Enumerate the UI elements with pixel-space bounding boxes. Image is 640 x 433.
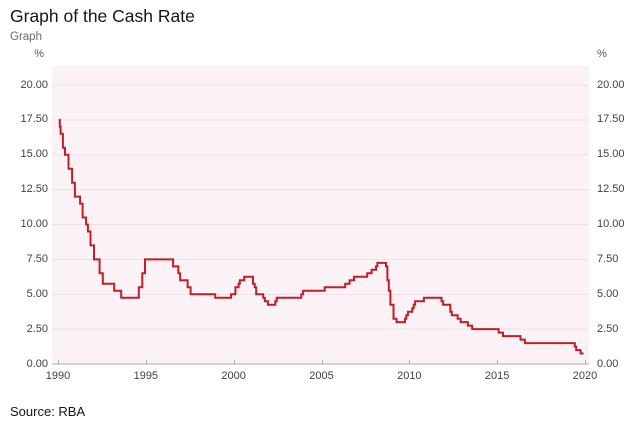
x-axis-tick-label: 2005 — [309, 370, 334, 382]
gridlines — [52, 84, 589, 365]
x-axis-tick-label: 1995 — [133, 370, 159, 382]
y-axis-tick-label-right: 2.50 — [597, 322, 619, 335]
source-note: Source: RBA — [10, 404, 86, 419]
y-axis-tick-label-left: 17.50 — [20, 113, 48, 126]
y-axis-tick-label-left: 2.50 — [26, 322, 48, 335]
x-axis-tick-label: 2000 — [221, 370, 246, 382]
y-axis-tick-label-right: 10.00 — [597, 218, 625, 230]
y-axis-tick-label-left: 7.50 — [26, 252, 48, 265]
y-axis-tick-label-right: 7.50 — [597, 252, 619, 265]
x-axis-tick-label: 2015 — [484, 370, 510, 382]
y-axis-tick-label-left: 0.00 — [26, 357, 48, 370]
y-axis-unit-left: % — [34, 48, 44, 60]
plot-area — [52, 66, 589, 365]
y-axis-tick-label-left: 5.00 — [26, 287, 48, 300]
chart-subtitle: Graph — [10, 31, 42, 43]
y-axis-tick-label-left: 20.00 — [20, 78, 48, 91]
y-axis-tick-label-right: 20.00 — [597, 78, 625, 91]
y-axis-tick-label-right: 17.50 — [597, 113, 625, 126]
x-axis-tick-label: 1990 — [45, 370, 71, 382]
y-axis-tick-label-left: 15.00 — [20, 148, 48, 161]
y-axis-tick-label-right: 12.50 — [597, 183, 625, 196]
y-axis-tick-label-left: 10.00 — [20, 218, 48, 230]
y-axis-tick-label-right: 5.00 — [597, 287, 619, 300]
y-axis-unit-right: % — [597, 48, 607, 60]
axis-ticks — [58, 360, 586, 364]
cash-rate-line — [58, 118, 584, 355]
page-title: Graph of the Cash Rate — [10, 6, 195, 26]
x-axis-tick-label: 2010 — [397, 370, 422, 382]
y-axis-tick-label-left: 12.50 — [20, 183, 48, 196]
y-axis-tick-label-right: 0.00 — [597, 357, 619, 370]
x-axis-tick-label: 2020 — [572, 370, 598, 382]
y-axis-tick-label-right: 15.00 — [597, 148, 625, 161]
